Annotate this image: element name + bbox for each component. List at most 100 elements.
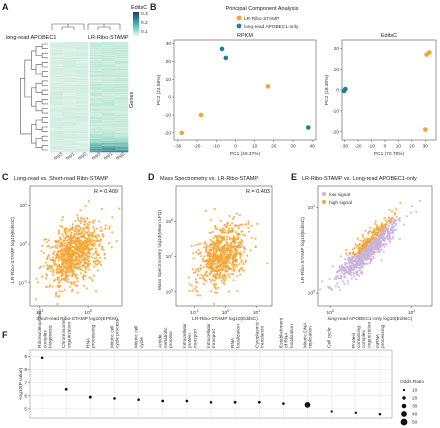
heatmap-cell (76, 52, 90, 54)
scatter-point (62, 253, 65, 256)
heatmap-cell (89, 107, 103, 109)
scatter-point (365, 239, 368, 242)
heatmap-cell (89, 68, 103, 70)
scatter-point (66, 269, 69, 272)
heatmap-cell (76, 79, 90, 81)
heatmap-cell (76, 136, 90, 138)
scatter-point (108, 227, 111, 230)
scatter-point (367, 252, 370, 255)
heatmap-cell (63, 143, 77, 145)
heatmap-cell (76, 43, 90, 45)
heatmap-cell (76, 60, 90, 62)
scatter-point (111, 231, 114, 234)
heatmap-cell (115, 118, 129, 120)
heatmap-cell (76, 63, 90, 65)
scatter-point (345, 252, 348, 255)
category-label: Mitotic cellcycle (134, 326, 145, 348)
heatmap-cell (115, 102, 129, 104)
heatmap-cell (63, 53, 77, 55)
heatmap-cell (76, 64, 90, 66)
scatter-point (232, 255, 235, 258)
heatmap-cell (63, 102, 77, 104)
scatter-point (65, 259, 68, 262)
go-term-point (161, 399, 165, 403)
scatter-point (76, 280, 79, 283)
heatmap-cell (102, 66, 116, 68)
scatter-point (226, 242, 229, 245)
heatmap-cell (50, 89, 64, 91)
heatmap-cell (115, 91, 129, 93)
heatmap-cell (89, 100, 103, 102)
heatmap-cell (50, 125, 64, 127)
x-axis-label: long-read APOBEC1-only log10(EditsC) (328, 316, 413, 322)
heatmap-cell (89, 97, 103, 99)
heatmap-cell (102, 148, 116, 150)
heatmap-cell (76, 81, 90, 83)
tick-label: 101 (20, 202, 27, 209)
heatmap-cell (115, 121, 129, 123)
scatter-point (188, 289, 191, 293)
heatmap-cell (115, 56, 129, 58)
category-label: Cell cycle (327, 327, 333, 348)
heatmap-cell (76, 47, 90, 49)
heatmap-cell (63, 100, 77, 102)
heatmap-cell (102, 49, 116, 51)
scatter-point (66, 276, 69, 279)
heatmap-cell (89, 79, 103, 81)
scatter-point (254, 245, 257, 248)
heatmap-cell (115, 127, 129, 129)
scatter-point (87, 259, 90, 263)
scatter-point (202, 265, 205, 269)
scatter-point (195, 280, 198, 284)
scatter-point (45, 277, 48, 280)
heatmap-cell (102, 145, 116, 147)
heatmap-cell (102, 142, 116, 144)
heatmap-cell (89, 127, 103, 129)
heatmap-cell (102, 54, 116, 56)
heatmap-cell (89, 60, 103, 62)
legend-marker-apobec1 (236, 23, 242, 29)
scatter-point (66, 230, 69, 233)
scatter-point (48, 285, 51, 288)
scatter-point (236, 289, 239, 292)
scatter-point (118, 207, 121, 210)
heatmap-cell (76, 74, 90, 76)
scatter-point (63, 277, 67, 280)
scatter-point (361, 264, 364, 268)
column-dendrogram-left (51, 23, 85, 30)
scatter-point (224, 267, 227, 270)
heatmap-cell (76, 95, 90, 97)
heatmap-cell (102, 45, 116, 47)
scatter-point (93, 228, 96, 231)
heatmap-cell (89, 142, 103, 144)
scatter-point (337, 269, 340, 272)
heatmap-cell (89, 101, 103, 103)
x-tick-label: -10 (368, 144, 375, 150)
scatter-point (364, 242, 367, 245)
heatmap-cell (50, 106, 64, 108)
heatmap-cell (102, 58, 116, 60)
heatmap-cell (115, 133, 129, 135)
scatter-point (228, 273, 231, 276)
heatmap-cell (50, 76, 64, 78)
scatter-point (226, 264, 229, 267)
heatmap-cell (50, 93, 64, 95)
heatmap-cell (102, 92, 116, 94)
scatter-point (58, 281, 61, 284)
scatter-point (217, 269, 220, 273)
y-tick-label: 6 (24, 393, 27, 399)
panel-c-label: C (2, 172, 9, 182)
heatmap-cell (115, 95, 129, 97)
scatter-point (80, 235, 83, 238)
scatter-point (57, 239, 60, 243)
scatter-point (51, 273, 55, 276)
heatmap-cell (89, 77, 103, 79)
scatter-point (218, 275, 221, 278)
scatter-point (237, 251, 240, 255)
scatter-point (87, 240, 90, 243)
scatter-point (337, 277, 341, 280)
scatter-point (218, 264, 221, 267)
scatter-point (221, 257, 224, 260)
scatter-point (206, 258, 210, 261)
